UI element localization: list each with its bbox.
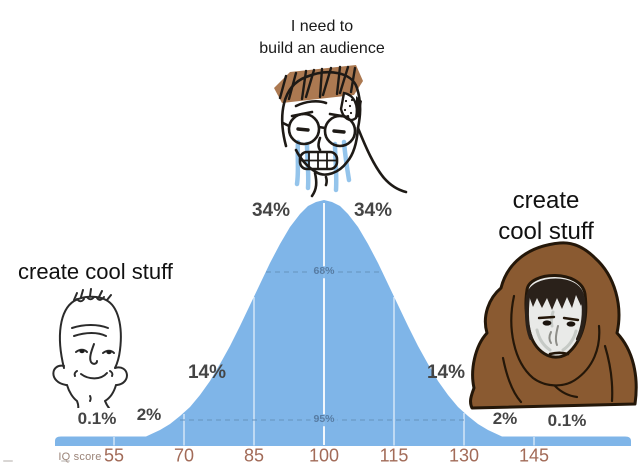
segment-percent-label: 14% xyxy=(426,362,466,383)
brainlet-wojak-figure xyxy=(52,288,128,408)
hood-folds xyxy=(501,294,614,404)
doomer-mouth xyxy=(548,351,570,356)
hooded-doomer-wojak-figure xyxy=(469,241,638,410)
artifact-mark xyxy=(3,460,13,462)
doomer-eyes xyxy=(537,315,580,327)
midwit-caption-line1: I need to xyxy=(290,18,354,35)
crying-midwit-wojak-figure xyxy=(274,65,408,198)
low-iq-caption: create cool stuff xyxy=(18,259,173,284)
axis-tick-85: 85 xyxy=(243,445,265,464)
brainlet-eyes xyxy=(79,349,112,355)
two-sd-percent-label: 95% xyxy=(310,414,338,426)
segment-percent-label: 14% xyxy=(187,362,227,383)
midwit-stubble-dots xyxy=(343,98,354,118)
axis-tick-130: 130 xyxy=(448,445,480,464)
high-iq-caption: create cool stuff xyxy=(498,186,594,247)
segment-percent-label: 0.1% xyxy=(77,409,117,428)
segment-percent-label: 34% xyxy=(353,200,393,221)
tears xyxy=(294,139,352,193)
axis-tick-55: 55 xyxy=(103,445,125,464)
midwit-caption: I need to build an audience xyxy=(259,16,384,59)
axis-tick-100: 100 xyxy=(308,445,340,464)
midwit-caption-line2: build an audience xyxy=(259,39,385,57)
axis-tick-115: 115 xyxy=(379,445,409,464)
high-iq-caption-line1: create xyxy=(512,187,580,214)
doomer-bangs xyxy=(527,278,584,310)
axis-tick-145: 145 xyxy=(518,445,550,464)
one-sd-percent-label: 68% xyxy=(310,266,338,278)
segment-percent-label: 0.1% xyxy=(547,411,587,430)
sd-tick-dividers xyxy=(113,297,535,446)
axis-tick-70: 70 xyxy=(173,445,195,464)
cheek-shading xyxy=(535,310,578,352)
segment-percent-label: 2% xyxy=(492,409,518,428)
high-iq-caption-line2: cool stuff xyxy=(498,217,594,245)
segment-percent-label: 34% xyxy=(251,200,291,221)
artifact-mark xyxy=(61,460,70,462)
bell-curve-area xyxy=(55,200,631,446)
doomer-nose xyxy=(548,325,559,346)
segment-percent-label: 2% xyxy=(136,405,162,424)
